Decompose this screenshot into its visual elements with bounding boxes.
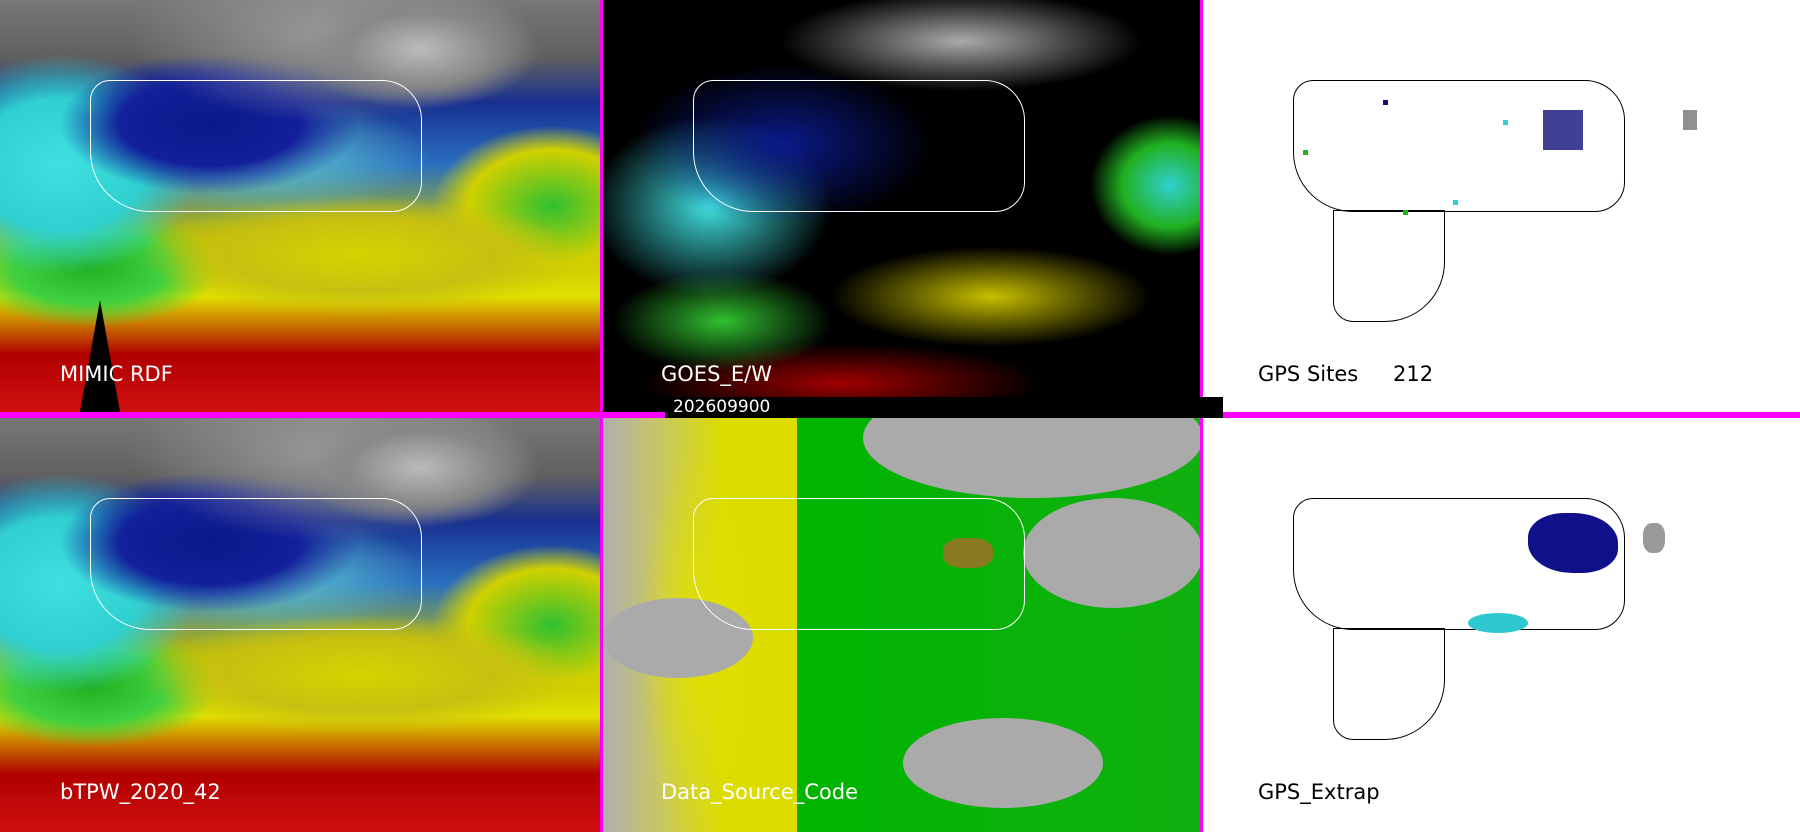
panel-label: GPS_Extrap — [1258, 780, 1380, 804]
no-data-region — [863, 418, 1200, 498]
no-data-region — [903, 718, 1103, 808]
panel-label: GOES_E/W — [661, 362, 773, 386]
extrap-region — [1643, 523, 1665, 553]
gps-site-cluster — [1543, 110, 1583, 150]
panel-mimic-rdf: MIMIC RDF — [0, 0, 600, 412]
gps-site — [1403, 210, 1408, 215]
us-outline — [1293, 498, 1625, 630]
mexico-outline — [1333, 210, 1445, 322]
mexico-outline — [1333, 628, 1445, 740]
panel-goes: GOES_E/W — [603, 0, 1200, 412]
no-data-region — [1023, 498, 1200, 608]
panel-data-source-code: Data_Source_Code — [603, 418, 1200, 832]
gps-site — [1453, 200, 1458, 205]
gps-site — [1303, 150, 1308, 155]
us-outline — [90, 498, 422, 630]
us-outline — [693, 498, 1025, 630]
panel-label: bTPW_2020_42 — [60, 780, 221, 804]
gps-site — [1383, 100, 1388, 105]
gps-site — [1503, 120, 1508, 125]
gps-site — [1683, 110, 1697, 130]
us-outline — [693, 80, 1025, 212]
panel-label: GPS Sites — [1258, 362, 1359, 386]
no-data-wedge — [80, 300, 120, 412]
extrap-region — [1468, 613, 1528, 633]
panel-label: MIMIC RDF — [60, 362, 173, 386]
panel-label: Data_Source_Code — [661, 780, 859, 804]
date-bar: 202609900 — [665, 397, 1223, 418]
extrap-region — [1528, 513, 1618, 573]
panel-gps-extrap: GPS_Extrap — [1203, 418, 1800, 832]
panel-btpw: bTPW_2020_42 — [0, 418, 600, 832]
us-outline — [1293, 80, 1625, 212]
us-outline — [90, 80, 422, 212]
gps-site-count: 212 — [1393, 362, 1434, 386]
panel-gps-sites: GPS Sites 212 — [1203, 0, 1800, 412]
